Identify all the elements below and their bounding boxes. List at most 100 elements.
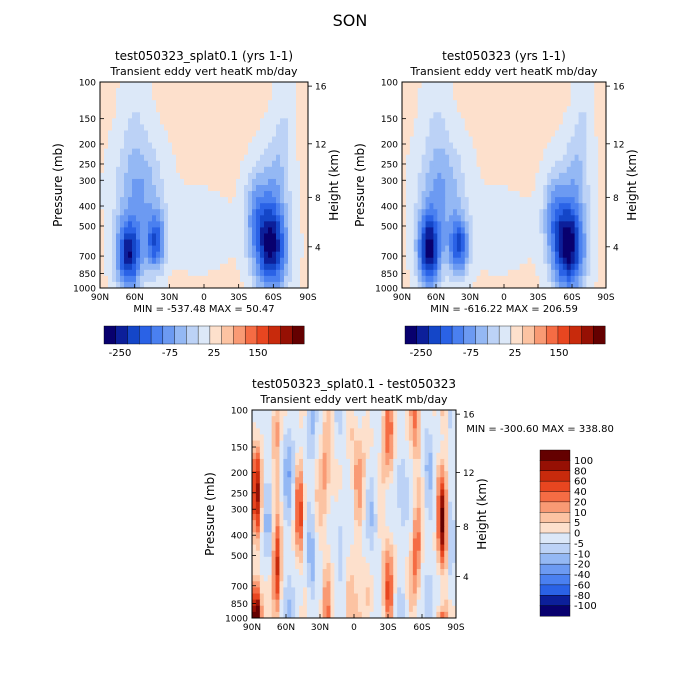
- heatmap-cell: [437, 215, 442, 222]
- heatmap-cell: [377, 544, 382, 552]
- heatmap-cell: [300, 239, 305, 246]
- heatmap-cell: [346, 556, 351, 564]
- heatmap-cell: [267, 434, 273, 441]
- heatmap-cell: [232, 118, 237, 125]
- heatmap-cell: [112, 142, 117, 150]
- heatmap-cell: [184, 178, 189, 186]
- heatmap-cell: [369, 440, 375, 448]
- heatmap-cell: [267, 483, 273, 490]
- heatmap-cell: [464, 82, 470, 89]
- heatmap-cell: [555, 82, 560, 89]
- heatmap-cell: [196, 130, 201, 137]
- heatmap-cell: [413, 221, 419, 228]
- heatmap-cell: [264, 269, 269, 277]
- heatmap-cell: [449, 112, 454, 119]
- heatmap-cell: [284, 185, 289, 192]
- heatmap-cell: [124, 142, 129, 150]
- heatmap-cell: [449, 221, 454, 228]
- heatmap-cell: [279, 410, 284, 417]
- heatmap-cell: [188, 118, 193, 125]
- heatmap-cell: [276, 209, 281, 216]
- heatmap-cell: [272, 100, 277, 107]
- heatmap-cell: [361, 544, 367, 552]
- heatmap-cell: [357, 556, 363, 564]
- heatmap-cell: [350, 440, 355, 448]
- heatmap-cell: [184, 215, 189, 222]
- xtick-label: 0: [501, 293, 507, 303]
- heatmap-cell: [164, 257, 169, 265]
- heatmap-cell: [480, 142, 485, 150]
- heatmap-cell: [200, 239, 205, 246]
- heatmap-cell: [389, 483, 394, 490]
- heatmap-cell: [578, 124, 583, 131]
- heatmap-cell: [421, 82, 426, 89]
- heatmap-cell: [256, 124, 261, 131]
- heatmap-cell: [244, 269, 249, 277]
- heatmap-cell: [582, 239, 587, 246]
- heatmap-cell: [511, 269, 517, 277]
- heatmap-cell: [164, 112, 169, 119]
- heatmap-cell: [429, 191, 434, 198]
- heatmap-cell: [598, 88, 603, 95]
- ytick-label: 100: [381, 79, 398, 89]
- heatmap-cell: [287, 446, 292, 454]
- heatmap-cell: [228, 154, 233, 162]
- heatmap-cell: [492, 166, 497, 174]
- heatmap-cell: [116, 221, 121, 228]
- heatmap-cell: [292, 191, 297, 198]
- heatmap-cell: [441, 148, 446, 156]
- heatmap-cell: [354, 465, 359, 472]
- heatmap-cell: [594, 142, 599, 150]
- heatmap-cell: [112, 160, 117, 168]
- heatmap-cell: [425, 221, 430, 228]
- heatmap-cell: [342, 538, 347, 545]
- heatmap-cell: [412, 434, 418, 441]
- heatmap-cell: [204, 178, 209, 186]
- heatmap-cell: [267, 416, 273, 423]
- heatmap-cell: [488, 269, 493, 277]
- heatmap-cell: [586, 269, 591, 277]
- heatmap-cell: [216, 118, 221, 125]
- heatmap-cell: [602, 263, 607, 271]
- heatmap-cell: [354, 550, 359, 558]
- heatmap-cell: [334, 434, 339, 441]
- heatmap-cell: [594, 245, 599, 253]
- heatmap-cell: [515, 160, 521, 168]
- heatmap-cell: [140, 245, 145, 253]
- heatmap-cell: [551, 233, 556, 240]
- heatmap-cell: [236, 136, 241, 143]
- heatmap-cell: [393, 544, 398, 552]
- heatmap-cell: [296, 227, 301, 234]
- heatmap-cell: [574, 185, 579, 192]
- heatmap-cell: [472, 197, 477, 204]
- heatmap-cell: [256, 275, 261, 283]
- heatmap-cell: [413, 124, 419, 131]
- heatmap-cell: [100, 215, 105, 222]
- heatmap-cell: [260, 154, 265, 162]
- heatmap-cell: [412, 452, 418, 460]
- heatmap-cell: [531, 245, 536, 253]
- heatmap-cell: [377, 428, 382, 435]
- heatmap-cell: [416, 501, 422, 509]
- heatmap-cell: [402, 269, 407, 277]
- heatmap-cell: [276, 185, 281, 192]
- heatmap-cell: [420, 495, 426, 503]
- heatmap-cell: [128, 148, 133, 156]
- heatmap-cell: [300, 130, 305, 137]
- heatmap-cell: [405, 422, 410, 429]
- panel-b-subtitle: Transient eddy vert heatK mb/day: [409, 65, 598, 78]
- heatmap-cell: [287, 550, 292, 558]
- heatmap-cell: [420, 434, 426, 441]
- heatmap-cell: [385, 422, 390, 429]
- heatmap-cell: [220, 269, 225, 277]
- heatmap-cell: [292, 209, 297, 216]
- heatmap-cell: [306, 410, 312, 417]
- heatmap-cell: [523, 124, 528, 131]
- heatmap-cell: [296, 281, 301, 289]
- heatmap-cell: [492, 245, 497, 253]
- heatmap-cell: [428, 538, 433, 545]
- heatmap-cell: [566, 263, 572, 271]
- heatmap-cell: [172, 148, 177, 156]
- heatmap-cell: [416, 489, 422, 497]
- heatmap-cell: [280, 185, 285, 192]
